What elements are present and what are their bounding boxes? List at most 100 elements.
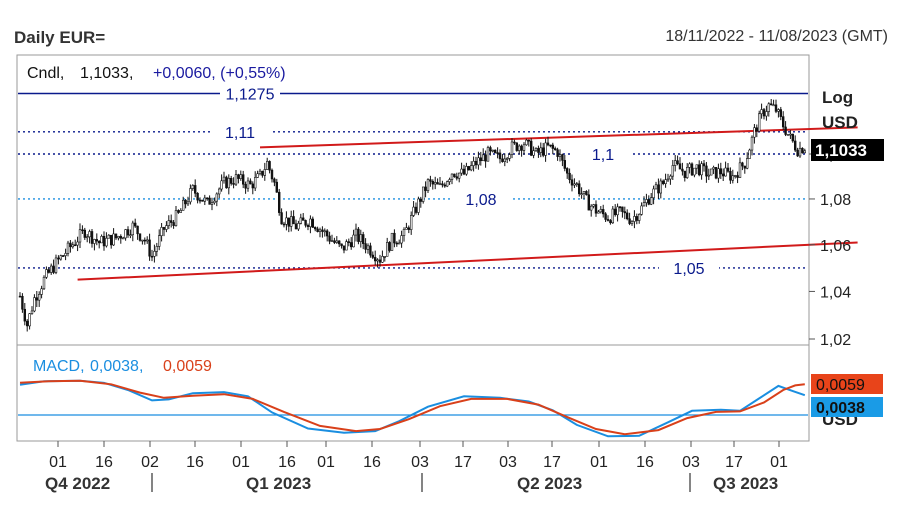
candle-body: [793, 140, 797, 151]
candle-body: [676, 160, 679, 165]
period-label: Q4 2022: [45, 474, 110, 493]
candle-body: [299, 217, 302, 224]
candle-body: [726, 167, 730, 172]
x-tick-label: 16: [95, 454, 113, 471]
candle-body: [453, 173, 456, 177]
candle-body: [429, 179, 432, 182]
candle-body: [345, 241, 348, 251]
candle-body: [796, 149, 799, 157]
candle-body: [122, 237, 125, 240]
candle-body: [801, 147, 804, 154]
signal-line: [19, 379, 805, 436]
candle-body: [117, 236, 120, 239]
candle-body: [333, 240, 336, 243]
candle-body: [661, 180, 665, 184]
candle-body: [678, 163, 682, 170]
candle-body: [738, 162, 742, 178]
candle-body: [172, 222, 175, 226]
candle-body: [364, 243, 367, 250]
candle-body: [714, 167, 718, 179]
candle-body: [671, 165, 675, 177]
candle-body: [311, 218, 314, 228]
y-tick-label: 1,02: [820, 332, 851, 349]
log-scale-label[interactable]: Log: [822, 88, 853, 107]
candle-body: [59, 255, 63, 260]
candle-body: [496, 152, 499, 154]
x-tick-label: 01: [232, 454, 250, 471]
candle-body: [491, 149, 494, 152]
candle-body: [450, 173, 454, 180]
candle-body: [294, 223, 298, 230]
candle-body: [273, 178, 276, 183]
main-panel-frame: [16, 54, 810, 346]
candle-body: [594, 204, 598, 214]
candle-body: [61, 255, 65, 257]
candle-body: [635, 216, 639, 221]
candle-body: [277, 191, 281, 213]
candle-body: [23, 308, 26, 322]
candle-body: [457, 172, 461, 179]
level-label-bg: [220, 82, 280, 103]
candle-body: [254, 177, 257, 189]
candle-body: [86, 236, 89, 239]
candle-body: [126, 229, 130, 236]
candle-body: [244, 183, 247, 189]
candle-body: [769, 103, 773, 106]
x-tick-label: 01: [317, 454, 335, 471]
candle-body: [270, 169, 274, 180]
candle-body: [781, 116, 785, 128]
candle-body: [189, 188, 192, 203]
candle-body: [285, 217, 288, 225]
chart-title: Daily EUR=: [14, 28, 106, 47]
candle-body: [757, 113, 761, 132]
candle-body: [791, 133, 795, 142]
candle-body: [556, 149, 559, 157]
candle-body: [765, 111, 768, 117]
candle-body: [88, 231, 91, 238]
candle-body: [558, 154, 562, 157]
candle-body: [186, 201, 190, 205]
candle-body: [287, 217, 290, 227]
candle-body: [25, 320, 29, 327]
candle-body: [597, 211, 600, 214]
candle-body: [441, 183, 444, 186]
candle-body: [724, 167, 727, 177]
candle-body: [633, 216, 636, 222]
candle-body: [549, 144, 552, 147]
candle-body: [304, 220, 307, 226]
candle-body: [445, 181, 449, 187]
candle-body: [28, 313, 31, 327]
candle-body: [582, 191, 586, 195]
candle-body: [702, 163, 706, 167]
candle-body: [83, 229, 87, 238]
candle-body: [750, 136, 754, 151]
candle-body: [184, 199, 187, 205]
candle-body: [630, 221, 634, 224]
candle-body: [71, 244, 75, 248]
candle-body: [647, 199, 651, 205]
candle-body: [263, 169, 266, 176]
candle-body: [537, 148, 540, 153]
candle-body: [35, 297, 39, 301]
candle-body: [114, 233, 118, 239]
x-tick-label: 17: [454, 454, 472, 471]
candle-body: [697, 164, 701, 176]
candle-body: [378, 259, 382, 263]
candle-body: [637, 214, 641, 221]
candle-body: [69, 242, 72, 248]
candle-body: [786, 133, 790, 136]
candle-body: [33, 297, 36, 312]
candle-body: [325, 230, 329, 237]
candle-body: [541, 147, 545, 156]
candle-body: [700, 163, 703, 176]
candle-body: [505, 158, 509, 160]
candle-body: [203, 197, 206, 202]
candle-body: [179, 210, 182, 213]
candle-body: [798, 147, 802, 157]
candle-body: [472, 160, 475, 166]
candle-body: [165, 225, 168, 230]
x-tick-label: 03: [411, 454, 429, 471]
candle-body: [297, 223, 300, 230]
legend-close: 1,1033,: [80, 65, 133, 82]
